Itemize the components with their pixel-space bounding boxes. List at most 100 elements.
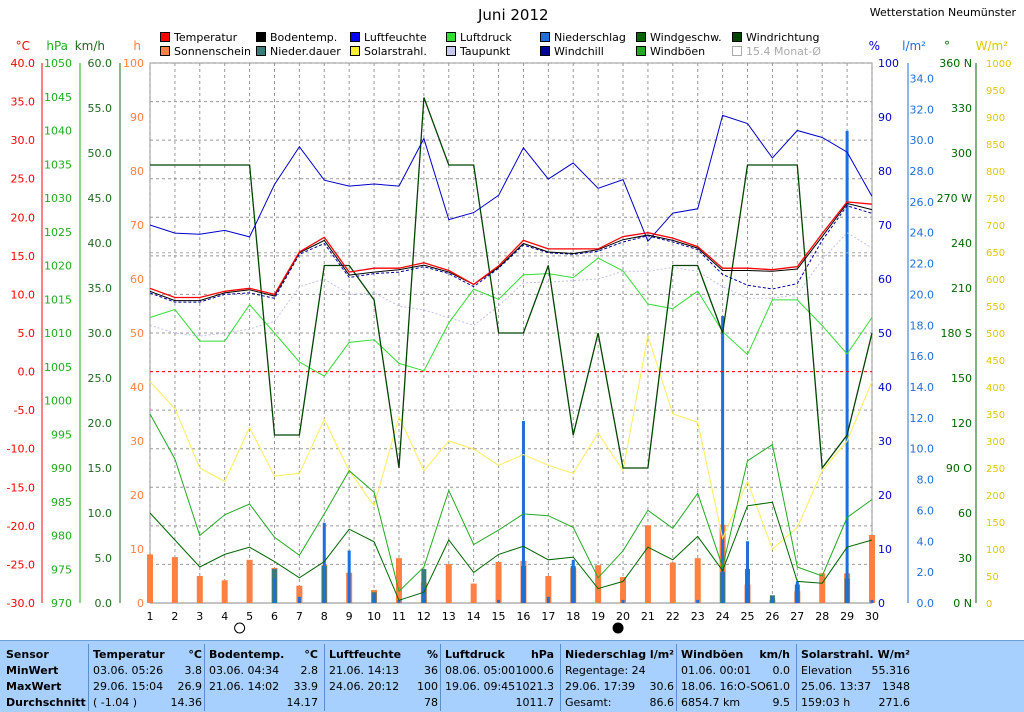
stats-panel-6: Solarstrahl. W/m² Elevation 55.316 25.06. 13… [796, 644, 914, 711]
legend-swatch [732, 32, 742, 42]
tick-direction: 60 [958, 507, 972, 520]
stats-cell-label: 29.06. 17:39 [565, 680, 636, 693]
bar-sonnenschein [445, 564, 452, 603]
tick-day: 9 [346, 610, 353, 623]
tick-humidity: 60 [878, 273, 892, 286]
legend-item-7: Sonnenschein [160, 45, 251, 58]
legend-label: Luftfeuchte [364, 31, 427, 44]
stats-cell-label: 6854.7 km [681, 696, 741, 709]
stats-cell-label: 08.06. 05:00 [445, 664, 516, 677]
stats-cell-value: 0.0 [772, 664, 791, 677]
stats-panel-title: Luftdruck [445, 648, 505, 661]
stats-panel-3: Luftdruck hPa 08.06. 05:00 1000.6 19.06. 09:… [440, 644, 558, 711]
legend-label: Taupunkt [460, 45, 511, 58]
axis-unit-humidity: % [869, 39, 880, 53]
bar-niederdauer [421, 569, 427, 603]
stats-panel-unit: °C [304, 648, 318, 661]
tick-sun: 0 [137, 597, 144, 610]
legend-swatch [732, 46, 742, 56]
tick-wind: 15.0 [88, 462, 113, 475]
tick-rain: 2.0 [917, 566, 935, 579]
tick-pressure: 1015 [44, 293, 72, 306]
tick-day: 23 [691, 610, 705, 623]
bar-sonnenschein [620, 577, 627, 603]
stats-panel-4: Niederschlag l/m² Regentage: 24 29.06. 17:3… [560, 644, 678, 711]
legend-item-0: Temperatur [160, 31, 237, 44]
series-windrichtung [150, 97, 873, 470]
tick-sun: 100 [123, 57, 144, 70]
tick-solar: 800 [986, 167, 1005, 178]
stats-panel-title: Bodentemp. [209, 648, 285, 661]
tick-pressure: 1005 [44, 361, 72, 374]
bar-niederschlag [845, 130, 849, 603]
legend-label: Sonnenschein [174, 45, 251, 58]
tick-solar: 0 [986, 599, 992, 610]
tick-direction: 360 N [939, 57, 972, 70]
tick-pressure: 980 [51, 530, 72, 543]
tick-pressure: 1050 [44, 57, 72, 70]
legend-swatch [446, 46, 456, 56]
legend-label: Nieder.dauer [270, 45, 341, 58]
legend-item-8: Nieder.dauer [256, 45, 341, 58]
series-luftfeuchte [149, 114, 873, 243]
legend-item-2: Luftfeuchte [350, 31, 427, 44]
series-bodentemp [149, 202, 873, 302]
tick-day: 21 [641, 610, 655, 623]
stats-cell-value: 1348 [882, 680, 910, 693]
tick-pressure: 995 [51, 428, 72, 441]
stats-cell-value: 1000.6 [515, 664, 555, 677]
bar-niederschlag [870, 599, 874, 603]
legend-item-12: Windböen [636, 45, 705, 58]
axis-unit-rain: l/m² [902, 39, 926, 53]
tick-humidity: 50 [878, 327, 892, 340]
bar-sonnenschein [819, 573, 826, 603]
stats-cell-label: 21.06. 14:13 [329, 664, 400, 677]
stats-cell-label: 24.06. 20:12 [329, 680, 400, 693]
tick-rain: 30.0 [910, 134, 935, 147]
stats-cell-value: 86.6 [649, 696, 675, 709]
tick-day: 20 [616, 610, 630, 623]
stats-panel-1: Bodentemp. °C 03.06. 04:34 2.8 21.06. 14:02 3… [204, 644, 322, 711]
moon-full-icon [234, 622, 246, 634]
stats-min-label: MinWert [6, 664, 59, 677]
bar-sonnenschein [595, 565, 602, 603]
tick-rain: 10.0 [910, 443, 935, 456]
stats-cell-value: 36 [424, 664, 438, 677]
legend-label: Windgeschw. [650, 31, 722, 44]
bar-sonnenschein [296, 585, 303, 603]
tick-rain: 26.0 [910, 196, 935, 209]
stats-panel-2: Luftfeuchte% 21.06. 14:13 36 24.06. 20:12 10… [324, 644, 442, 711]
legend-swatch [350, 32, 360, 42]
bar-niederschlag [422, 587, 426, 603]
legend-label: Windrichtung [746, 31, 820, 44]
tick-day: 10 [367, 610, 381, 623]
stats-cell-value: 61.0 [765, 680, 791, 693]
tick-wind: 10.0 [88, 507, 113, 520]
tick-temp: 5.0 [18, 327, 36, 340]
stats-panel-unit: km/h [759, 648, 790, 661]
axis-unit-sun: h [133, 39, 141, 53]
tick-solar: 850 [986, 140, 1005, 151]
stats-cell-value: 78 [424, 696, 438, 709]
tick-rain: 0.0 [917, 597, 935, 610]
stats-cell-label: Regentage: 24 [565, 664, 646, 677]
tick-temp: 35.0 [11, 96, 36, 109]
tick-day: 27 [790, 610, 804, 623]
tick-solar: 750 [986, 194, 1005, 205]
tick-rain: 6.0 [917, 504, 935, 517]
tick-pressure: 985 [51, 496, 72, 509]
tick-solar: 950 [986, 86, 1005, 97]
stats-cell-label: Gesamt: [565, 696, 612, 709]
tick-direction: 210 [951, 282, 972, 295]
legend-swatch [160, 32, 170, 42]
legend-label: Windchill [554, 45, 604, 58]
tick-sun: 50 [130, 327, 144, 340]
tick-rain: 8.0 [917, 474, 935, 487]
legend-label: Solarstrahl. [364, 45, 427, 58]
stats-panel-0: Temperatur °C 03.06. 05:26 3.8 29.06. 15:04 2… [88, 644, 206, 711]
bar-sonnenschein [545, 576, 552, 603]
stats-cell-value: 26.9 [177, 680, 203, 693]
tick-sun: 90 [130, 111, 144, 124]
tick-temp: 15.0 [11, 250, 36, 263]
